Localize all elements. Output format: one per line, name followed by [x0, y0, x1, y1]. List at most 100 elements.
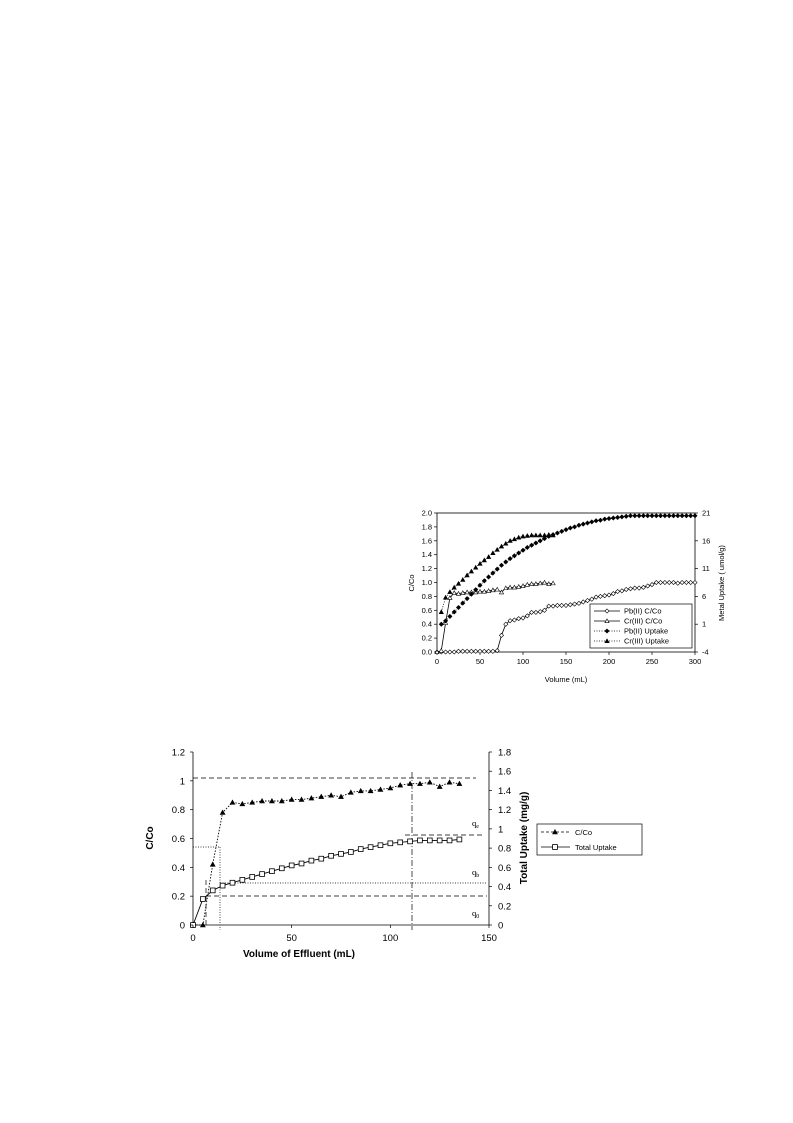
y-tick-label: 1.2	[172, 748, 185, 759]
series-line	[440, 534, 554, 613]
data-point	[426, 779, 433, 785]
data-point	[367, 787, 374, 794]
data-point	[520, 547, 526, 553]
data-point	[485, 588, 492, 593]
y-tick-label: 0.4	[172, 863, 185, 874]
chart-1: 0 50 100 150 200 250 300 0.0 0.2 0.4 0.6 0.8 1.0 1.2 1…	[407, 509, 726, 685]
data-point	[278, 797, 285, 804]
y2-tick-label: 11	[702, 564, 710, 573]
data-point	[357, 846, 364, 852]
data-point	[554, 602, 560, 608]
data-point	[507, 556, 513, 562]
y2-tick-label: 0.2	[498, 901, 511, 912]
data-point	[627, 513, 634, 519]
legend-marker	[604, 628, 610, 634]
data-point	[498, 589, 505, 595]
data-point	[259, 797, 265, 804]
chart-2-legend-box	[536, 823, 643, 856]
y2-tick-label: 1.4	[498, 786, 511, 797]
data-point	[494, 586, 500, 592]
data-point	[438, 621, 444, 627]
data-point	[688, 579, 694, 586]
data-point	[528, 532, 535, 538]
data-point	[387, 840, 394, 847]
x-tick-label: 200	[603, 657, 616, 666]
data-point	[477, 588, 483, 594]
data-point	[328, 853, 334, 859]
annotation-qe: qe	[472, 818, 479, 830]
series-line	[436, 582, 554, 653]
data-point	[567, 525, 573, 531]
data-point	[481, 588, 487, 594]
x-tick-label: 150	[560, 657, 573, 666]
data-point	[662, 579, 668, 586]
data-point	[645, 513, 651, 519]
data-point	[477, 560, 483, 566]
data-point	[460, 648, 466, 654]
data-point	[653, 513, 659, 519]
data-point	[511, 584, 518, 590]
data-point	[537, 538, 543, 544]
data-point	[477, 582, 483, 588]
y-tick-label: 1.0	[422, 578, 432, 587]
data-point	[490, 648, 496, 654]
data-point	[623, 586, 629, 592]
y-tick-label: 2.0	[422, 509, 432, 518]
chart-1-axis-ticks	[434, 512, 698, 655]
y2-tick-label: 0.6	[498, 863, 511, 874]
data-point	[597, 517, 603, 523]
data-point	[357, 787, 364, 794]
data-point	[520, 583, 526, 588]
chart-1-y2-axis-title: Metal Uptake ( umol/g)	[717, 545, 726, 621]
data-point	[619, 588, 625, 594]
data-point	[559, 602, 565, 608]
data-point	[455, 590, 462, 596]
y-tick-label: 1.8	[422, 522, 432, 531]
data-point	[328, 792, 335, 798]
data-point	[447, 649, 453, 655]
data-point	[407, 838, 413, 845]
data-point	[602, 516, 608, 522]
y2-tick-label: 1.6	[498, 767, 511, 778]
data-point	[278, 865, 285, 872]
y-tick-label: 0.2	[422, 634, 432, 643]
y2-tick-label: 6	[702, 592, 706, 601]
data-point	[481, 557, 487, 563]
data-point	[229, 879, 236, 886]
data-point	[537, 609, 543, 615]
y2-tick-label: -4	[702, 648, 709, 657]
data-point	[407, 780, 413, 786]
data-point	[649, 582, 655, 588]
data-point	[451, 590, 457, 595]
data-point	[670, 513, 677, 519]
y-tick-label: 1	[180, 776, 185, 787]
data-point	[451, 609, 457, 615]
x-tick-label: 100	[517, 657, 530, 666]
data-point	[658, 579, 664, 586]
data-point	[541, 536, 548, 542]
data-point	[288, 862, 295, 869]
data-point	[524, 613, 530, 619]
data-point	[348, 849, 354, 855]
x-tick-label: 300	[689, 657, 702, 666]
annotation-q0: q0	[472, 908, 479, 920]
data-point	[464, 648, 470, 654]
data-point	[446, 837, 453, 844]
y-tick-label: 1.4	[422, 550, 432, 559]
data-point	[460, 600, 466, 606]
legend-marker	[552, 828, 558, 835]
data-point	[580, 521, 586, 527]
data-point	[675, 513, 681, 519]
data-point	[377, 786, 384, 792]
data-point	[490, 587, 496, 593]
data-point	[239, 800, 246, 807]
data-point	[524, 581, 530, 587]
data-point	[511, 553, 517, 559]
data-point	[593, 594, 599, 600]
data-point	[460, 590, 466, 595]
data-point	[387, 785, 394, 791]
data-point	[447, 589, 453, 594]
data-point	[507, 584, 513, 590]
data-point	[451, 649, 457, 655]
y-tick-label: 0.4	[422, 620, 432, 629]
